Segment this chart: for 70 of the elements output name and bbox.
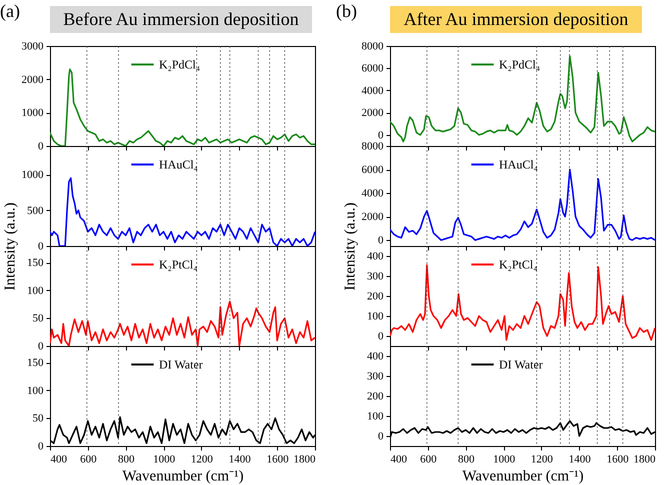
y-tick-label: 1000 [22,169,44,182]
legend-label: K₂PdCl₄ [499,58,540,72]
legend-label: K₂PtCl₄ [499,258,538,272]
y-tick-label: 100 [367,310,384,322]
y-tick-label: 150 [27,357,44,370]
x-tick-label: 600 [80,454,98,466]
x-tick-label: 1000 [493,454,516,466]
chart-title: After Au immersion deposition [390,6,642,33]
y-tick-label: 0 [378,129,384,142]
y-tick-label: 0 [38,240,44,252]
y-tick-label: 0 [38,140,44,152]
y-tick-label: 100 [367,410,384,422]
x-tick-label: 600 [420,454,438,466]
y-tick-label: 6000 [362,164,384,176]
x-tick-label: 1400 [568,454,592,466]
y-tick-label: 4000 [362,84,384,97]
y-tick-label: 100 [27,384,44,397]
y-tick-label: 150 [27,257,44,270]
text: (b) [336,1,357,22]
legend-label: K₂PdCl₄ [159,58,200,72]
x-axis-title: Wavenumber (cm⁻¹) [122,468,244,484]
chart-title: Before Au immersion deposition [50,6,312,33]
y-tick-label: 8000 [362,140,384,152]
x-tick-label: 1600 [266,454,290,466]
text: (a) [0,1,20,22]
y-tick-label: 6000 [362,62,384,75]
y-tick-label: 4000 [362,188,384,200]
x-tick-label: 1800 [294,454,316,466]
legend-label: DI Water [159,358,203,372]
x-tick-label: 800 [458,454,475,466]
y-tick-label: 0 [38,440,44,452]
x-tick-label: 400 [50,454,68,466]
y-tick-label: 400 [367,250,384,262]
legend-label: HAuCl₄ [159,158,198,172]
y-axis-title: Intensity (a.u.) [2,202,18,290]
y-tick-label: 300 [367,270,384,282]
y-tick-label: 0 [38,340,44,352]
y-tick-label: 1000 [22,107,44,120]
y-tick-label: 50 [32,312,44,325]
line-series [50,177,315,246]
y-tick-label: 300 [367,370,384,382]
legend-label: DI Water [499,358,543,372]
y-tick-label: 2000 [362,211,384,224]
legend-label: K₂PtCl₄ [159,258,198,272]
y-tick-label: 500 [27,204,44,217]
x-tick-label: 400 [390,454,408,466]
y-tick-label: 50 [32,412,44,425]
y-tick-label: 0 [378,234,384,247]
y-tick-label: 200 [367,290,384,302]
x-axis-title: Wavenumber (cm⁻¹) [462,468,584,484]
x-tick-label: 1800 [634,454,656,466]
y-tick-label: 200 [367,390,384,402]
x-tick-label: 1000 [153,454,176,466]
legend-label: HAuCl₄ [499,158,538,172]
x-tick-label: 1200 [530,454,554,466]
x-tick-label: 800 [118,454,135,466]
x-tick-label: 1200 [190,454,214,466]
x-tick-label: 1600 [606,454,630,466]
y-tick-label: 400 [367,350,384,362]
y-tick-label: 2000 [362,107,384,120]
x-tick-label: 1400 [228,454,252,466]
line-series [50,300,315,346]
y-tick-label: 8000 [362,40,384,52]
y-tick-label: 0 [378,330,384,342]
line-series [390,55,655,142]
y-tick-label: 2000 [22,74,44,86]
y-tick-label: 3000 [22,40,44,52]
y-tick-label: 100 [27,284,44,297]
y-axis-title: Intensity (a.u.) [342,202,358,290]
y-tick-label: 0 [378,430,384,442]
